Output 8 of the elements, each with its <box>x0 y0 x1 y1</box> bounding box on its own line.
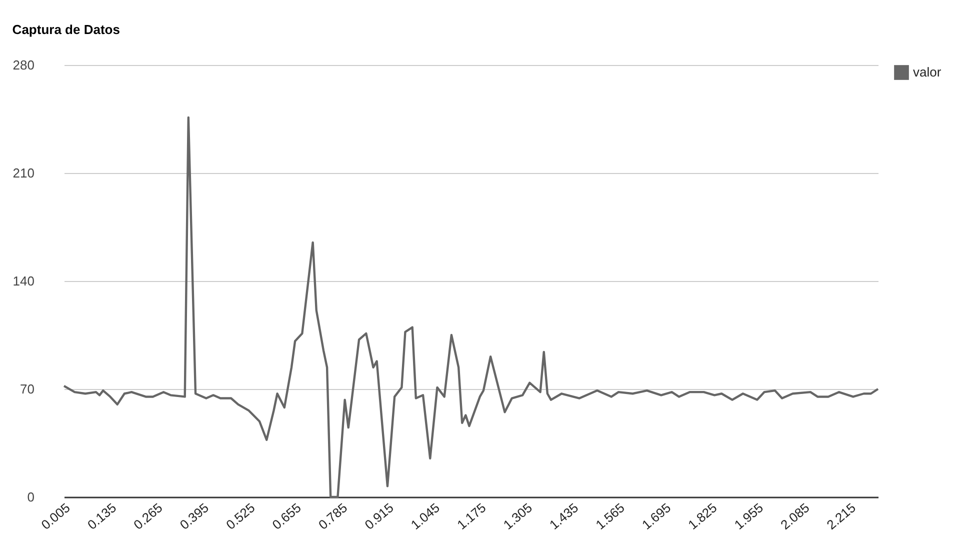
legend-label: valor <box>913 64 942 80</box>
line-series <box>62 116 880 498</box>
y-tick-label: 210 <box>12 166 34 180</box>
y-tick-label: 280 <box>12 58 34 72</box>
y-tick-label: 0 <box>27 490 34 504</box>
y-tick-label: 70 <box>20 382 34 396</box>
y-tick-label: 140 <box>12 274 34 288</box>
chart-title: Captura de Datos <box>12 22 120 37</box>
